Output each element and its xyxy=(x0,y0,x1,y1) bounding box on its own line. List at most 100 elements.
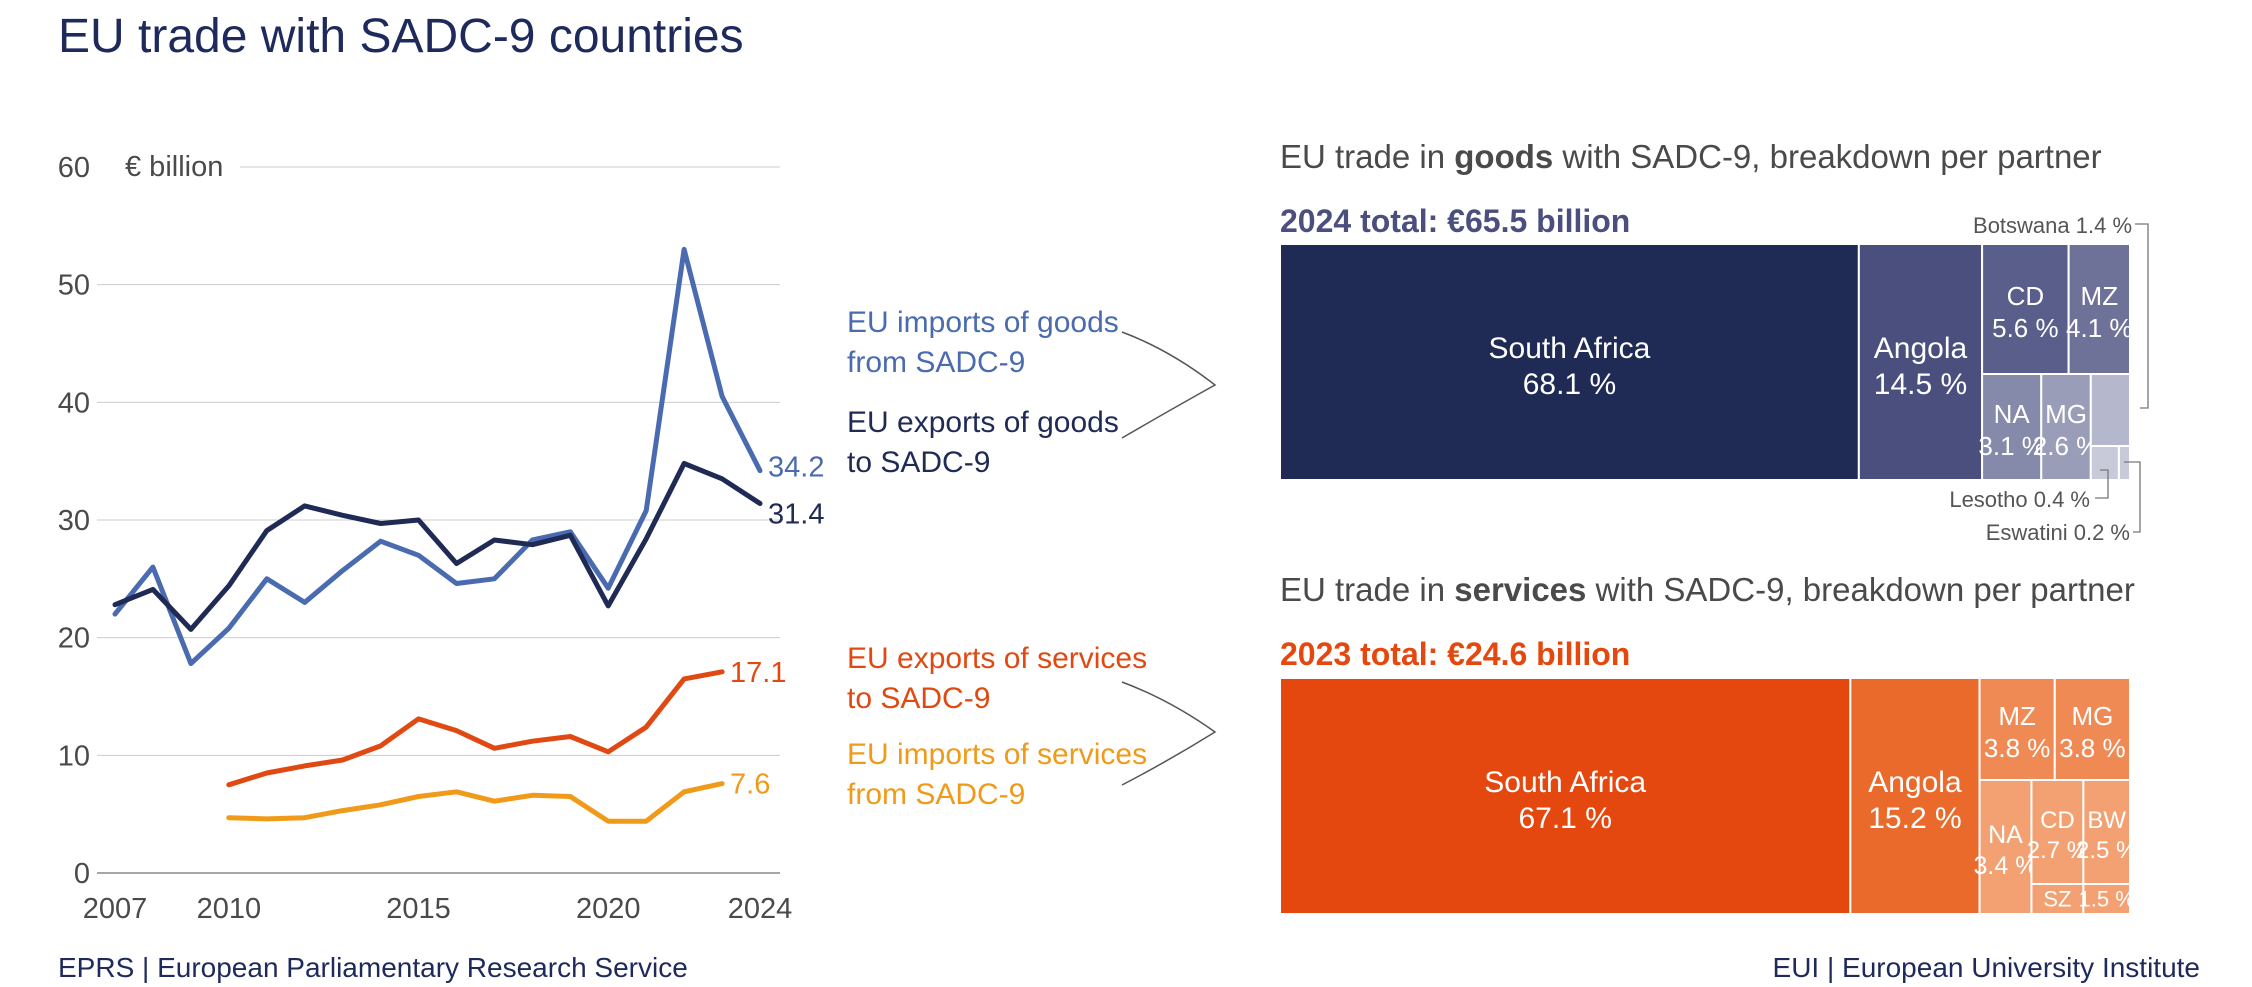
series-end-label: 7.6 xyxy=(730,769,770,801)
footer-right: EUI | European University Institute xyxy=(1773,952,2200,983)
x-tick-label: 2010 xyxy=(197,893,262,925)
y-tick-labels: 0 10 20 30 40 50 60 xyxy=(58,152,90,890)
x-tick-label: 2015 xyxy=(386,893,451,925)
treemap-cell-label: NA xyxy=(1994,399,2031,429)
treemap-cell-goods-5 xyxy=(2040,373,2092,481)
y-tick-label: 40 xyxy=(58,387,90,419)
legend: EU imports of goods from SADC-9 EU exports… xyxy=(847,306,1147,811)
series-line xyxy=(226,781,725,824)
series-end-labels: 34.2 31.4 17.1 7.6 xyxy=(730,452,824,801)
treemap-cell-services-6 xyxy=(2082,779,2132,885)
treemap-cell-goods-8 xyxy=(2117,445,2131,481)
y-tick-label: 50 xyxy=(58,270,90,302)
x-tick-labels: 2007 2010 2015 2020 2024 xyxy=(83,893,793,925)
treemap-cell-pct: 3.1 % xyxy=(1978,431,2045,461)
goods-treemap-panel: EU trade in goods with SADC-9, breakdown… xyxy=(1279,138,2149,545)
treemap-cell-pct: 2.7 % xyxy=(2027,837,2088,864)
treemap-cell-pct: 5.6 % xyxy=(1992,313,2059,343)
services-total: 2023 total: €24.6 billion xyxy=(1280,636,1630,672)
series-line xyxy=(112,246,763,667)
treemap-cell-goods-0 xyxy=(1279,243,1860,481)
treemap-cell-pct: 15.2 % xyxy=(1868,802,1961,835)
treemap-cell-services-5 xyxy=(2030,779,2085,885)
treemap-cell-label: MZ xyxy=(2081,281,2119,311)
treemap-cell-label: MZ xyxy=(1998,701,2036,731)
treemap-cell-goods-3 xyxy=(2067,243,2132,375)
legend-bracket-goods xyxy=(1121,331,1217,439)
legend-entry: EU imports of services xyxy=(847,738,1147,771)
treemap-cell-goods-1 xyxy=(1857,243,1984,481)
treemap-cell-pct: 3.8 % xyxy=(1984,733,2051,763)
x-tick-label: 2020 xyxy=(576,893,641,925)
series-line xyxy=(112,461,763,632)
callout-leader xyxy=(2135,223,2149,409)
treemap-cell-label: South Africa xyxy=(1484,766,1646,799)
treemap-cell-pct: 14.5 % xyxy=(1874,368,1967,401)
legend-entry: from SADC-9 xyxy=(847,778,1025,811)
y-gridlines xyxy=(97,166,780,874)
treemap-cell-label: CD xyxy=(2007,281,2045,311)
treemap-cell-services-8 xyxy=(2082,883,2132,915)
y-axis-unit-label: € billion xyxy=(125,151,223,183)
treemap-cell-label: CD xyxy=(2040,807,2075,834)
treemap-cell-services-3 xyxy=(2053,677,2131,781)
goods-panel-title: EU trade in goods with SADC-9, breakdown… xyxy=(1280,138,2102,175)
series-end-label: 34.2 xyxy=(768,452,824,484)
treemap-cell-label: SZ xyxy=(2043,887,2071,912)
callout-leader xyxy=(2124,461,2141,533)
treemap-cell-pct: 2.5 % xyxy=(2076,837,2137,864)
legend-entry: EU imports of goods xyxy=(847,306,1119,339)
callout-label: Eswatini 0.2 % xyxy=(1986,520,2130,545)
series-end-label: 17.1 xyxy=(730,657,786,689)
legend-entry: EU exports of services xyxy=(847,642,1147,675)
series-end-label: 31.4 xyxy=(768,499,824,531)
y-tick-label: 0 xyxy=(74,858,90,890)
title-part: EU trade in xyxy=(1280,571,1454,608)
treemap-cell-label: NA xyxy=(1988,821,2023,849)
treemap-cell-services-0 xyxy=(1279,677,1852,915)
services-treemap-panel: EU trade in services with SADC-9, breakd… xyxy=(1279,571,2137,915)
y-tick-label: 10 xyxy=(58,740,90,772)
treemap-cell-services-4 xyxy=(1978,779,2033,915)
treemap-cell-label: Angola xyxy=(1874,332,1968,365)
legend-bracket-services xyxy=(1121,681,1217,786)
treemap-cell-goods-6 xyxy=(2089,373,2131,447)
goods-callouts: Botswana 1.4 % Lesotho 0.4 % Eswatini 0.2 … xyxy=(1949,213,2149,545)
treemap-cell-services-2 xyxy=(1978,677,2056,781)
legend-entry: to SADC-9 xyxy=(847,446,990,479)
callout-leader xyxy=(2095,469,2109,499)
treemap-cell-label: BW xyxy=(2087,807,2126,834)
title-part: with SADC-9, breakdown per partner xyxy=(1586,571,2134,608)
title-part: services xyxy=(1454,571,1586,608)
treemap-cell-pct: 2.6 % xyxy=(2033,431,2100,461)
x-tick-label: 2024 xyxy=(728,893,793,925)
treemap-cell-pct: 67.1 % xyxy=(1518,802,1611,835)
treemap-cell-services-1 xyxy=(1849,677,1981,915)
treemap-cell-pct: 4.1 % xyxy=(2066,313,2133,343)
series-line xyxy=(226,669,725,788)
y-tick-label: 60 xyxy=(58,152,90,184)
treemap-cell-label: MG xyxy=(2071,701,2113,731)
y-tick-label: 20 xyxy=(58,623,90,655)
legend-entry: from SADC-9 xyxy=(847,346,1025,379)
line-chart: 0 10 20 30 40 50 60 € billion 2007 2010 2015 2020… xyxy=(58,151,825,925)
treemap-cell-pct: 1.5 % xyxy=(2079,887,2135,912)
title-part: with SADC-9, breakdown per partner xyxy=(1553,138,2101,175)
y-tick-label: 30 xyxy=(58,505,90,537)
title-part: EU trade in xyxy=(1280,138,1454,175)
page-title: EU trade with SADC-9 countries xyxy=(58,10,744,63)
treemap-cell-goods-7 xyxy=(2089,445,2120,481)
legend-entry: EU exports of goods xyxy=(847,406,1119,439)
services-panel-title: EU trade in services with SADC-9, breakd… xyxy=(1280,571,2135,608)
goods-total: 2024 total: €65.5 billion xyxy=(1280,203,1630,239)
callout-label: Botswana 1.4 % xyxy=(1973,213,2132,238)
footer-left: EPRS | European Parliamentary Research S… xyxy=(58,952,688,983)
x-tick-label: 2007 xyxy=(83,893,148,925)
treemap-cell-label: MG xyxy=(2045,399,2087,429)
title-part: goods xyxy=(1454,138,1553,175)
treemap-cell-pct: 3.8 % xyxy=(2059,733,2126,763)
legend-entry: to SADC-9 xyxy=(847,682,990,715)
